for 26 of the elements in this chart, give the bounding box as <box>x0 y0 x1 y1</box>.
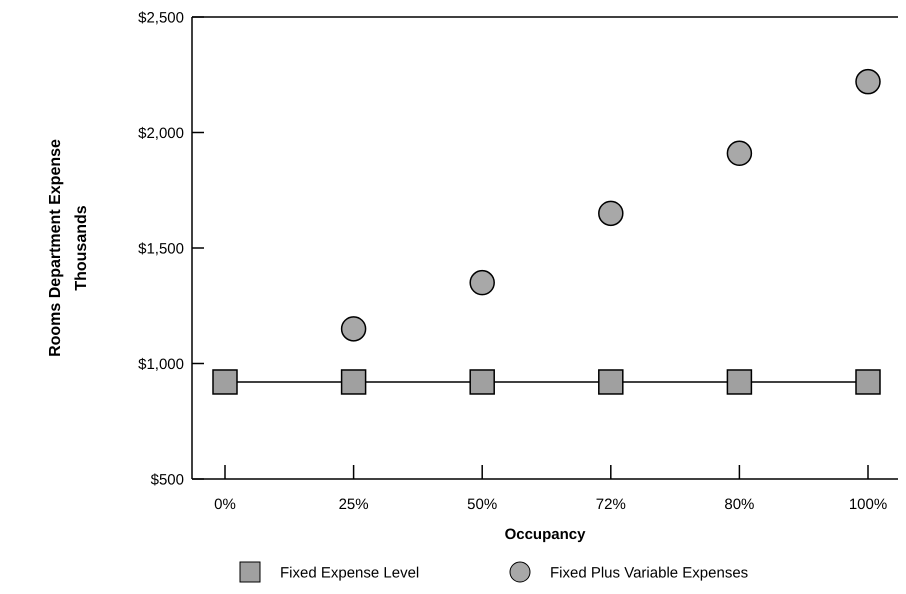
y-axis-title: Rooms Department Expense Thousands <box>47 138 90 357</box>
x-tick-label: 25% <box>338 496 369 513</box>
y-tick-label: $500 <box>150 471 184 488</box>
x-tick-label: 100% <box>848 496 888 513</box>
point <box>598 200 624 226</box>
x-tick-label: 0% <box>214 496 236 513</box>
point <box>469 270 495 296</box>
point <box>212 369 238 395</box>
legend-label: Fixed Plus Variable Expenses <box>550 564 748 582</box>
x-tick-label: 50% <box>467 496 498 513</box>
y-tick-label: $1,000 <box>138 356 184 373</box>
point <box>340 316 366 342</box>
point <box>598 369 624 395</box>
point <box>855 369 881 395</box>
y-tick-label: $2,500 <box>138 9 184 26</box>
y-tick-label: $2,000 <box>138 124 184 142</box>
point <box>726 140 752 166</box>
legend-label: Fixed Expense Level <box>280 564 420 582</box>
x-axis-title: Occupancy <box>504 526 586 543</box>
point <box>855 68 881 94</box>
y-tick-label: $1,500 <box>138 240 184 258</box>
x-tick-label: 80% <box>724 496 754 513</box>
x-tick-label: 72% <box>596 496 626 513</box>
point <box>469 369 495 395</box>
point <box>340 369 366 395</box>
point <box>726 369 752 395</box>
